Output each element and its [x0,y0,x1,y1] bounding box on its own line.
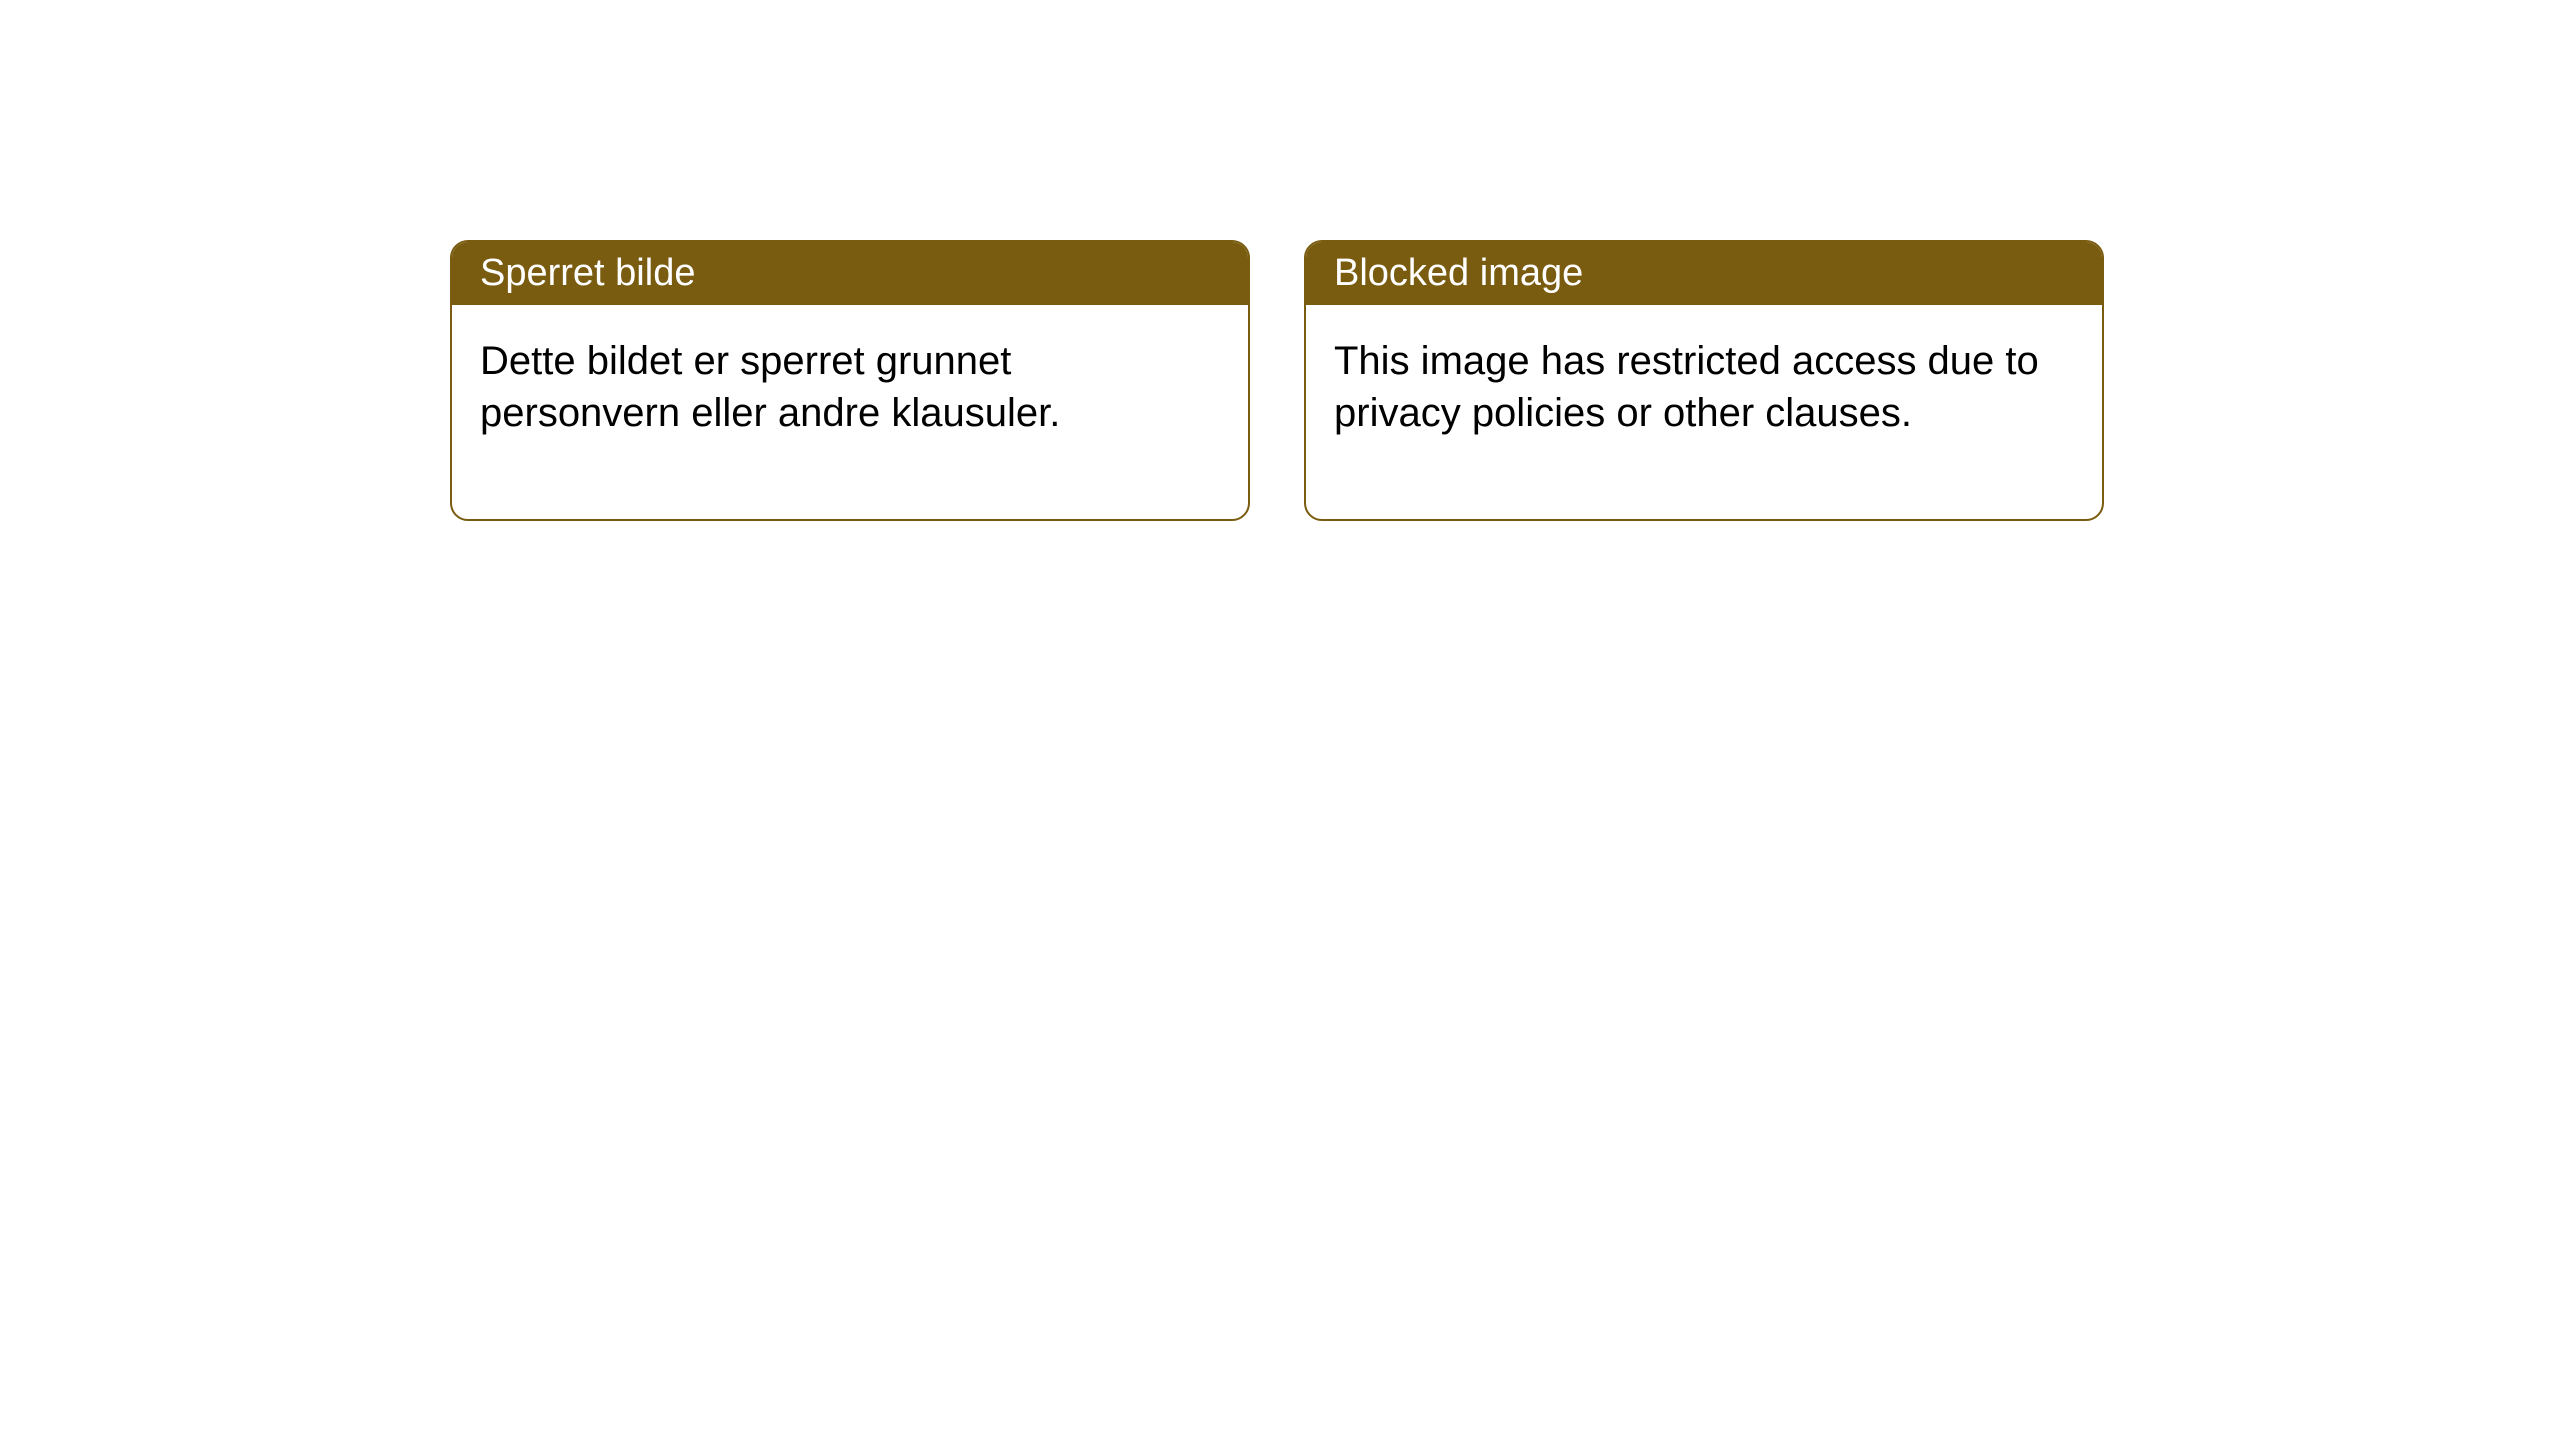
notice-card-norwegian: Sperret bilde Dette bildet er sperret gr… [450,240,1250,521]
notice-container: Sperret bilde Dette bildet er sperret gr… [450,240,2104,521]
notice-header-english: Blocked image [1306,242,2102,305]
notice-body-norwegian: Dette bildet er sperret grunnet personve… [452,305,1248,519]
notice-card-english: Blocked image This image has restricted … [1304,240,2104,521]
notice-body-english: This image has restricted access due to … [1306,305,2102,519]
notice-header-norwegian: Sperret bilde [452,242,1248,305]
